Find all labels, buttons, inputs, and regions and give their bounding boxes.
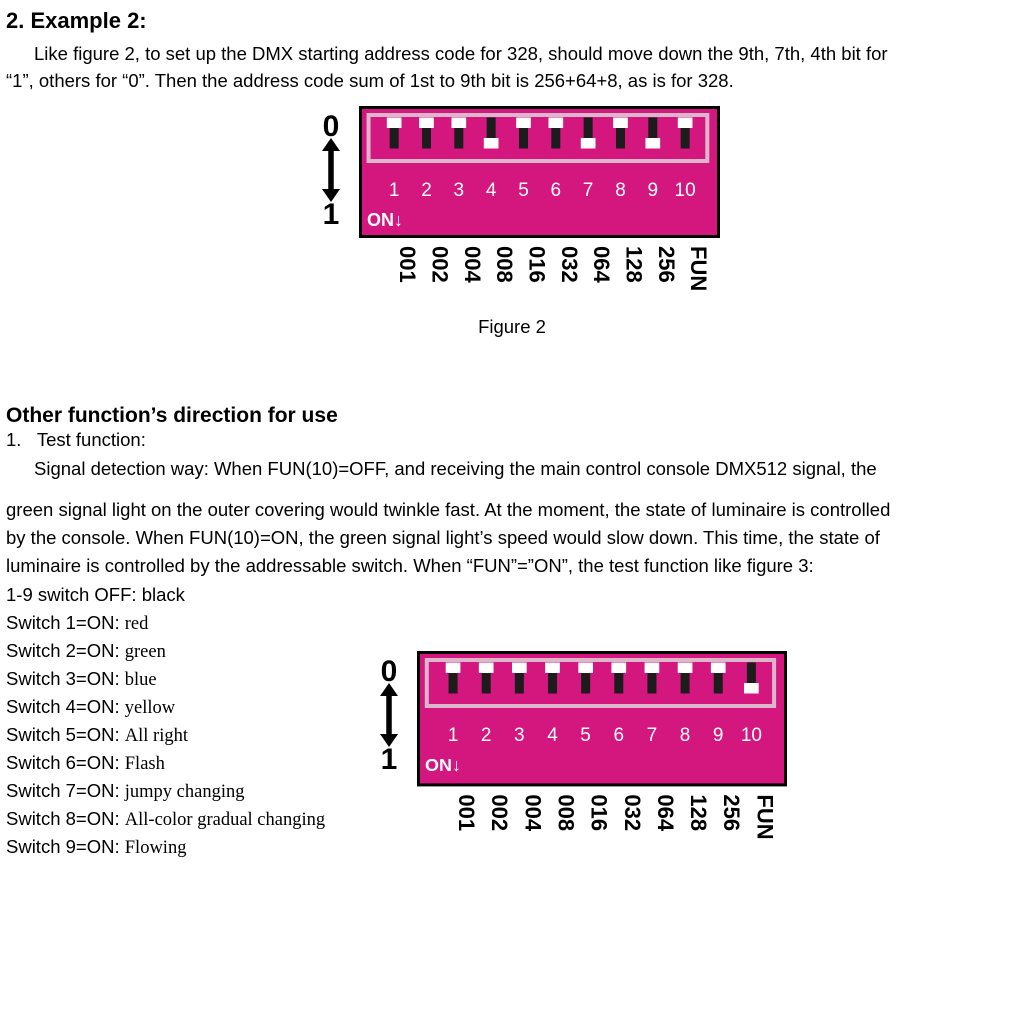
svg-text:9: 9: [648, 180, 659, 201]
svg-text:8: 8: [615, 180, 626, 201]
svg-text:2: 2: [481, 725, 492, 746]
svg-text:4: 4: [486, 180, 497, 201]
svg-text:6: 6: [551, 180, 562, 201]
svg-text:256: 256: [719, 794, 744, 831]
svg-text:4: 4: [547, 725, 558, 746]
svg-text:FUN: FUN: [686, 246, 711, 291]
svg-text:004: 004: [520, 794, 545, 831]
svg-text:016: 016: [525, 246, 550, 283]
svg-text:1: 1: [381, 743, 398, 776]
svg-text:008: 008: [553, 794, 578, 831]
svg-text:3: 3: [454, 180, 465, 201]
svg-text:1: 1: [448, 725, 459, 746]
svg-text:ON↓: ON↓: [425, 755, 461, 775]
svg-text:FUN: FUN: [752, 794, 777, 839]
svg-text:2: 2: [421, 180, 432, 201]
svg-text:001: 001: [454, 794, 479, 831]
svg-text:032: 032: [620, 794, 645, 831]
svg-text:8: 8: [680, 725, 691, 746]
svg-text:064: 064: [589, 246, 614, 283]
svg-text:3: 3: [514, 725, 525, 746]
svg-text:256: 256: [654, 246, 679, 283]
svg-text:032: 032: [557, 246, 582, 283]
svg-text:6: 6: [614, 725, 625, 746]
svg-text:002: 002: [428, 246, 453, 283]
svg-text:5: 5: [518, 180, 529, 201]
svg-text:7: 7: [647, 725, 658, 746]
svg-text:9: 9: [713, 725, 724, 746]
svg-text:7: 7: [583, 180, 594, 201]
svg-text:002: 002: [487, 794, 512, 831]
svg-text:1: 1: [389, 180, 400, 201]
svg-text:5: 5: [580, 725, 591, 746]
svg-text:001: 001: [395, 246, 420, 283]
svg-text:10: 10: [675, 180, 696, 201]
svg-text:128: 128: [622, 246, 647, 283]
svg-text:1: 1: [323, 198, 340, 231]
svg-text:10: 10: [741, 725, 762, 746]
svg-text:004: 004: [460, 246, 485, 283]
svg-text:ON↓: ON↓: [367, 210, 403, 230]
svg-text:064: 064: [653, 794, 678, 831]
svg-text:016: 016: [587, 794, 612, 831]
svg-text:008: 008: [492, 246, 517, 283]
svg-text:128: 128: [686, 794, 711, 831]
